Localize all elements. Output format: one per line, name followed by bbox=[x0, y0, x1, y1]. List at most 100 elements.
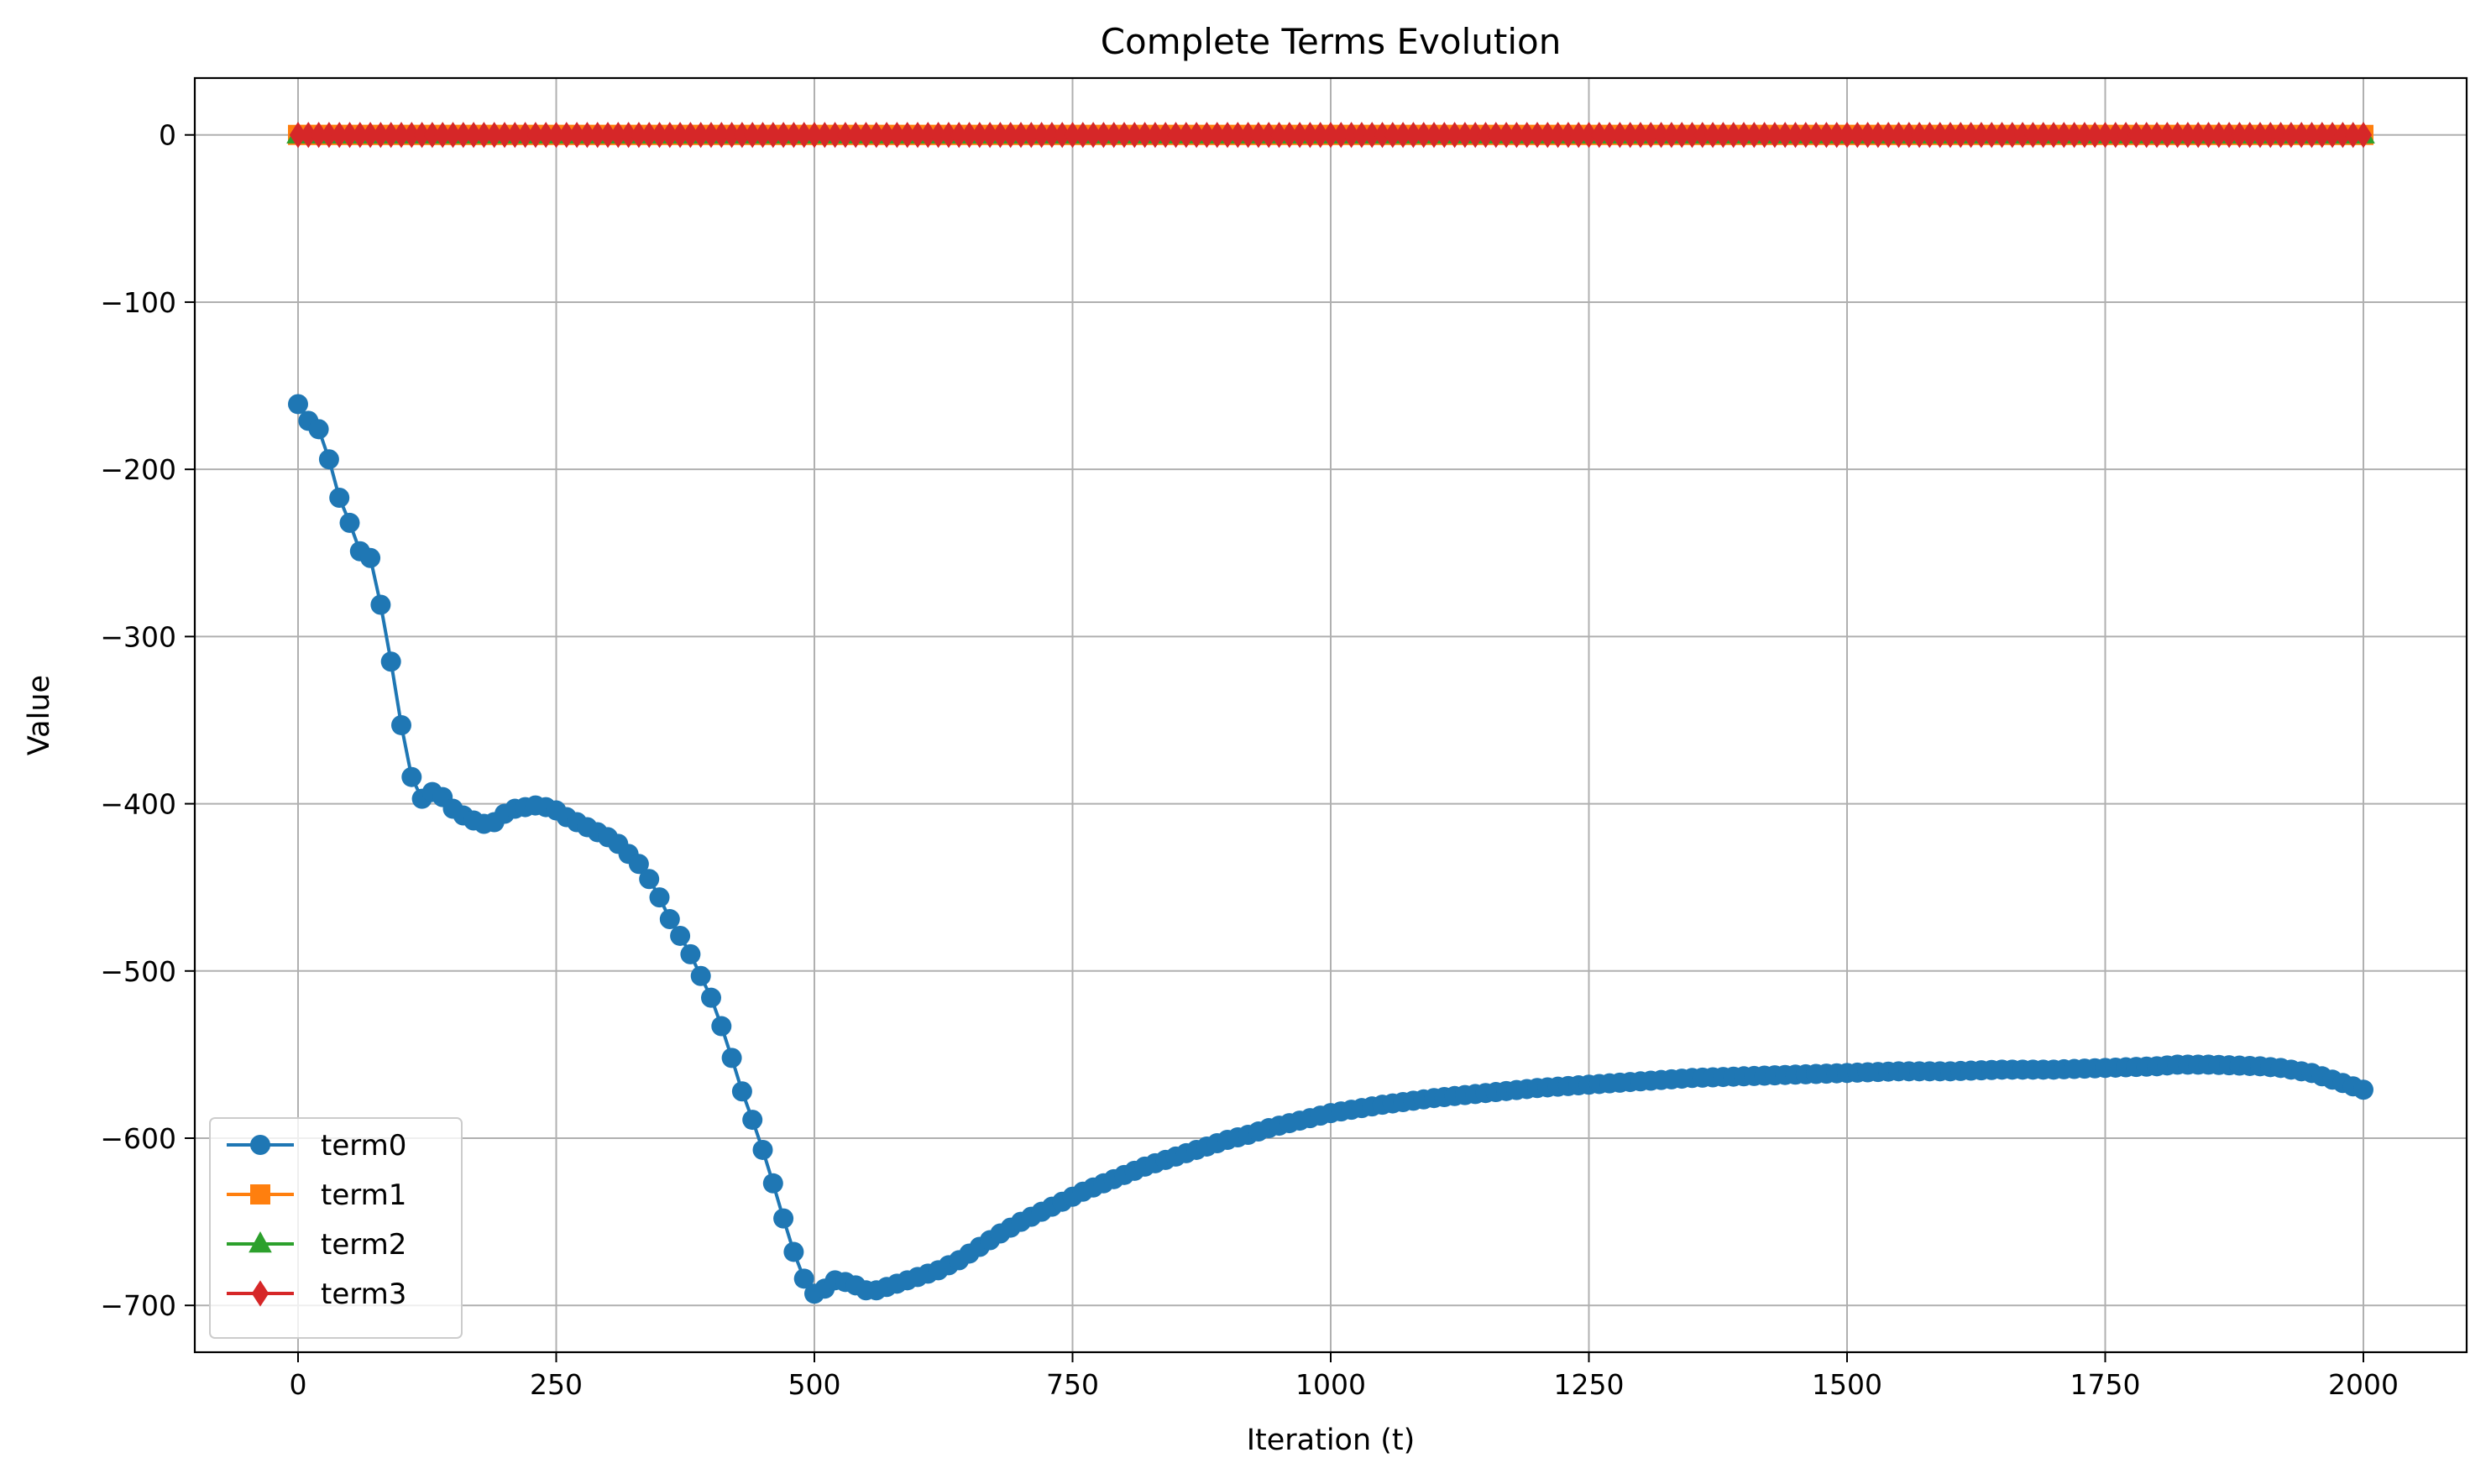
term3-point bbox=[1838, 122, 1856, 149]
term3-point bbox=[1054, 122, 1071, 149]
term3-point bbox=[1952, 122, 1970, 149]
term3-point bbox=[2096, 122, 2114, 149]
term3-point bbox=[1611, 122, 1629, 149]
term3-point bbox=[1941, 122, 1960, 149]
term3-point bbox=[1652, 122, 1670, 149]
term3-point bbox=[857, 122, 875, 149]
term3-point bbox=[877, 122, 896, 149]
term3-point bbox=[485, 122, 503, 149]
x-tick-label: 1500 bbox=[1812, 1368, 1882, 1401]
term3-point bbox=[1218, 122, 1237, 149]
legend: term0 term1 term2 term3 bbox=[209, 1117, 463, 1339]
term3-point bbox=[320, 122, 338, 149]
term3-point bbox=[1600, 122, 1619, 149]
term0-point bbox=[659, 909, 680, 930]
term3-point bbox=[908, 122, 927, 149]
term0-point bbox=[360, 547, 381, 568]
term3-point bbox=[2106, 122, 2124, 149]
x-tick-label: 1000 bbox=[1295, 1368, 1366, 1401]
term3-point bbox=[1890, 122, 1907, 149]
term3-point bbox=[2179, 122, 2197, 149]
term3-point bbox=[651, 122, 668, 149]
term3-point bbox=[713, 122, 730, 149]
term3-point bbox=[774, 122, 793, 149]
term3-point bbox=[1208, 122, 1226, 149]
term3-point bbox=[1869, 122, 1887, 149]
term3-point bbox=[1807, 122, 1825, 149]
term3-point bbox=[2354, 122, 2373, 149]
term3-point bbox=[702, 122, 720, 149]
term3-point bbox=[1126, 122, 1143, 149]
term3-point bbox=[630, 122, 648, 149]
term3-point bbox=[826, 122, 844, 149]
term3-point bbox=[2313, 122, 2331, 149]
term3-point bbox=[867, 122, 885, 149]
term3-point bbox=[361, 122, 379, 149]
term0-point bbox=[793, 1268, 814, 1289]
term3-point bbox=[2086, 122, 2104, 149]
term3-point bbox=[1570, 122, 1588, 149]
x-tick-label: 750 bbox=[1046, 1368, 1099, 1401]
x-tick-label: 500 bbox=[788, 1368, 841, 1401]
y-tick-label: −500 bbox=[100, 955, 176, 988]
term3-point bbox=[506, 122, 524, 149]
term3-point bbox=[2303, 122, 2321, 149]
term3-point bbox=[847, 122, 865, 149]
term3-point bbox=[1290, 122, 1309, 149]
term3-point bbox=[692, 122, 709, 149]
term3-point bbox=[1518, 122, 1536, 149]
term3-point bbox=[1745, 122, 1763, 149]
term3-point bbox=[1724, 122, 1742, 149]
term3-point bbox=[2117, 122, 2135, 149]
term3-point bbox=[1972, 122, 1991, 149]
term3-point bbox=[475, 122, 493, 149]
x-tick-label: 1750 bbox=[2070, 1368, 2141, 1401]
term3-point bbox=[1363, 122, 1381, 149]
term3-point bbox=[1167, 122, 1185, 149]
term3-point bbox=[1043, 122, 1061, 149]
term3-point bbox=[1549, 122, 1567, 149]
term3-point bbox=[2055, 122, 2073, 149]
term3-point bbox=[1095, 122, 1112, 149]
term3-point bbox=[1621, 122, 1639, 149]
term3-point bbox=[733, 122, 751, 149]
term3-point bbox=[2127, 122, 2145, 149]
term3-point bbox=[1446, 122, 1463, 149]
term3-point bbox=[341, 122, 358, 149]
term3-point bbox=[2293, 122, 2310, 149]
legend-item-term2: term2 bbox=[227, 1228, 406, 1262]
term3-point bbox=[444, 122, 462, 149]
term3-point bbox=[960, 122, 978, 149]
term3-point bbox=[929, 122, 947, 149]
term3-point bbox=[1735, 122, 1753, 149]
term0-point bbox=[783, 1241, 804, 1262]
term3-point bbox=[557, 122, 575, 149]
term3-point bbox=[1280, 122, 1298, 149]
series-term0 bbox=[288, 394, 2373, 1304]
term3-point bbox=[1177, 122, 1195, 149]
term0-point bbox=[391, 714, 411, 735]
term0-point bbox=[288, 394, 308, 415]
term3-point bbox=[599, 122, 617, 149]
term3-point bbox=[1249, 122, 1268, 149]
term3-point bbox=[2169, 122, 2186, 149]
term3-point bbox=[331, 122, 348, 149]
term3-point bbox=[1321, 122, 1340, 149]
term3-point bbox=[392, 122, 411, 149]
term3-point bbox=[795, 122, 813, 149]
term3-point bbox=[372, 122, 390, 149]
term3-point bbox=[764, 122, 782, 149]
term3-point bbox=[434, 122, 452, 149]
term3-point bbox=[1931, 122, 1949, 149]
term3-point bbox=[2190, 122, 2207, 149]
term3-point bbox=[1187, 122, 1206, 149]
term3-point bbox=[1342, 122, 1360, 149]
term0-point bbox=[742, 1110, 763, 1131]
series-layer bbox=[286, 122, 2375, 1304]
term3-point bbox=[2159, 122, 2176, 149]
term3-point bbox=[888, 122, 906, 149]
term3-point bbox=[1880, 122, 1897, 149]
y-tick-label: 0 bbox=[159, 119, 176, 152]
term0-point bbox=[2353, 1079, 2373, 1100]
term3-point bbox=[2024, 122, 2042, 149]
